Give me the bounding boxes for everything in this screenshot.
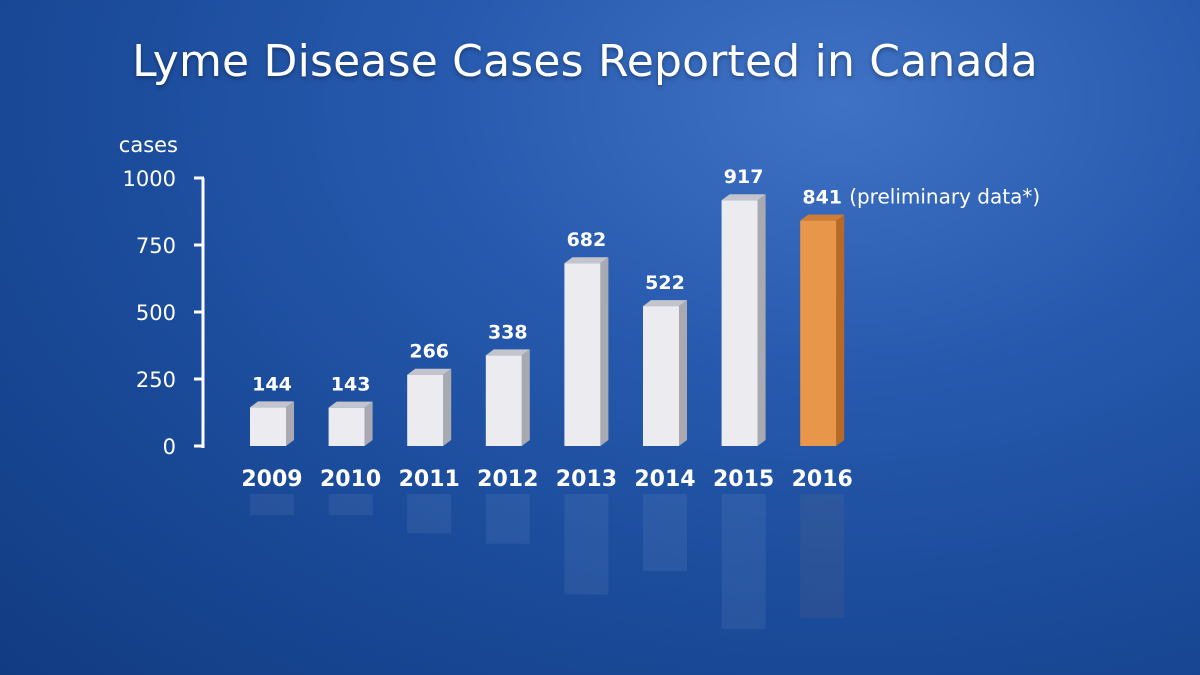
y-tick-label: 0 xyxy=(163,435,176,459)
bar-top-face xyxy=(485,349,530,356)
x-tick-label: 2011 xyxy=(399,467,460,492)
bar-top-face xyxy=(328,401,373,408)
bar-side-face xyxy=(521,349,530,446)
bar xyxy=(800,220,837,446)
x-tick-label: 2015 xyxy=(713,467,774,492)
bar-top-face xyxy=(250,401,294,408)
x-tick-label: 2010 xyxy=(320,467,381,492)
x-tick-label: 2009 xyxy=(241,467,302,492)
bar-reflection xyxy=(250,494,294,516)
bar-reflection xyxy=(328,494,373,516)
y-tick-label: 250 xyxy=(136,368,176,392)
bar xyxy=(485,355,522,446)
bar-side-face xyxy=(286,401,294,446)
data-label: 338 xyxy=(488,321,528,343)
bar-reflection xyxy=(564,494,609,595)
bar-top-face xyxy=(643,300,687,307)
bar-side-face xyxy=(364,401,373,446)
bar xyxy=(564,263,601,446)
bar-reflection xyxy=(407,494,452,534)
x-tick-label: 2013 xyxy=(556,467,617,492)
bar-top-face xyxy=(564,257,609,264)
y-tick-label: 1000 xyxy=(123,167,176,191)
bar xyxy=(407,374,444,446)
data-label: 144 xyxy=(252,373,292,395)
bar-top-face xyxy=(407,368,452,375)
bar-side-face xyxy=(757,194,766,446)
bar-reflection xyxy=(643,494,687,571)
bar-reflection xyxy=(800,494,845,618)
y-axis-label: cases xyxy=(119,133,178,157)
bar-side-face xyxy=(836,214,845,446)
y-tick-label: 750 xyxy=(136,234,176,258)
data-label: 143 xyxy=(331,374,371,396)
x-tick-label: 2016 xyxy=(792,467,853,492)
annotation-text: (preliminary data*) xyxy=(849,185,1040,209)
bar xyxy=(721,200,758,446)
x-tick-label: 2012 xyxy=(477,467,538,492)
bar-side-face xyxy=(679,300,687,446)
bar-side-face xyxy=(443,368,452,446)
data-label: 841 xyxy=(802,187,842,209)
bar xyxy=(250,407,286,446)
bar-top-face xyxy=(721,194,766,201)
bar-reflection xyxy=(721,494,766,630)
bar-top-face xyxy=(800,214,845,221)
data-label: 522 xyxy=(645,272,685,294)
bar xyxy=(328,407,365,446)
y-tick-label: 500 xyxy=(136,301,176,325)
chart-title: Lyme Disease Cases Reported in Canada xyxy=(132,36,1038,87)
bar xyxy=(643,306,679,446)
x-tick-label: 2014 xyxy=(634,467,695,492)
bar-reflection xyxy=(485,494,530,544)
data-label: 682 xyxy=(567,229,607,251)
bar-side-face xyxy=(600,257,609,446)
data-label: 266 xyxy=(409,341,449,363)
data-label: 917 xyxy=(724,166,764,188)
